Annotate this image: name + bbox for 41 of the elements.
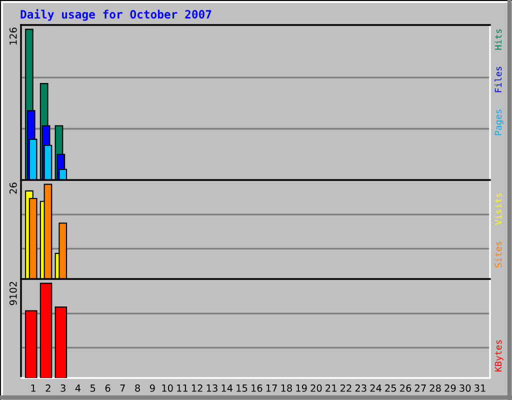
x-tick-label: 10: [162, 384, 173, 392]
text: 126: [9, 28, 17, 44]
x-tick-label: 1: [31, 384, 36, 392]
x-tick-label: 27: [414, 384, 426, 392]
x-tick-label: 5: [90, 384, 96, 392]
x-tick-label: 23: [355, 384, 366, 392]
x-tick-label: 24: [370, 384, 382, 392]
text: Hits: [494, 29, 502, 50]
x-tick-label: 2: [46, 384, 50, 392]
x-tick-label: 7: [120, 384, 125, 392]
text: KBytes: [494, 340, 504, 372]
x-tick-label: 25: [385, 384, 396, 392]
text: Sites: [494, 242, 502, 268]
x-tick-label: 22: [340, 384, 352, 392]
x-tick-label: 9: [150, 384, 155, 392]
x-tick-label: 31: [474, 384, 486, 392]
text: Files: [494, 66, 502, 92]
x-tick-label: 11: [177, 384, 188, 392]
x-tick-label: 26: [400, 384, 412, 392]
text: Visits: [494, 193, 502, 225]
text: 9102: [9, 282, 17, 306]
x-tick-label: 12: [192, 384, 202, 392]
x-tick-label: 4: [75, 384, 81, 392]
x-tick-label: 30: [460, 384, 471, 392]
x-tick-label: 16: [252, 384, 262, 392]
x-tick-label: 19: [296, 384, 307, 392]
x-tick-label: 18: [281, 384, 292, 392]
x-tick-label: 13: [206, 384, 218, 392]
x-tick-label: 14: [222, 384, 233, 392]
x-tick-label: 3: [60, 384, 66, 392]
x-tick-label: 28: [430, 384, 441, 392]
x-tick-label: 17: [266, 384, 277, 392]
text: Pages: [494, 110, 504, 136]
x-tick-label: 29: [444, 384, 456, 392]
x-tick-label: 6: [105, 384, 110, 392]
x-tick-label: 15: [236, 384, 248, 392]
x-tick-label: 21: [326, 384, 336, 392]
chart-title: Daily usage for October 2007: [20, 9, 212, 21]
x-tick-label: 8: [135, 384, 140, 392]
x-tick-label: 20: [310, 384, 322, 392]
text: 26: [9, 182, 17, 194]
